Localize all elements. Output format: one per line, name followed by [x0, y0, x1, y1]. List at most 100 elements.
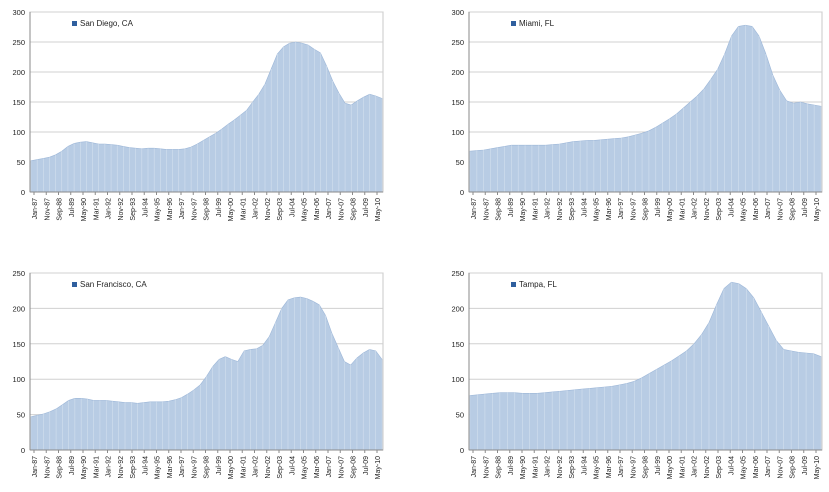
- x-tick-label: Jul-99: [216, 456, 223, 475]
- chart-svg-tampa: 0 50 100 150 200 250 Jan-87 Nov-87 Sep-88 Jul-89 M…: [451, 269, 823, 479]
- x-tick-label: Nov-02: [704, 456, 711, 479]
- x-tick-label: Jan-07: [326, 456, 333, 478]
- x-tick-label: Nov-92: [118, 456, 125, 479]
- y-tick-label: 0: [460, 188, 464, 197]
- x-tick-label: Sep-88: [496, 456, 503, 479]
- x-tick-label: May-95: [594, 456, 601, 479]
- y-tick-label: 0: [21, 188, 25, 197]
- x-tick-label: Jul-89: [508, 456, 515, 475]
- x-tick-label: Jul-94: [142, 456, 149, 475]
- chart-panel-san-francisco: 0 50 100 150 200 250 Jan-87 Nov-87 Sep-88 Jul-89 M…: [0, 256, 400, 492]
- x-tick-label: May-05: [741, 198, 748, 221]
- chart-panel-san-diego: 0 50 100 150 200 250 300 Jan-87 Nov-87 Sep-88 Jul-…: [0, 0, 400, 240]
- x-tick-label: Sep-03: [277, 198, 284, 221]
- legend-key: [511, 282, 516, 287]
- x-tick-label: Sep-88: [496, 198, 503, 221]
- x-tick-label: May-90: [520, 456, 527, 479]
- x-tick-label: Sep-08: [790, 198, 797, 221]
- x-tick-label: Jul-94: [142, 198, 149, 217]
- x-tick-label: Mar-06: [314, 456, 321, 478]
- y-tick-label: 50: [17, 411, 25, 420]
- x-tick-label: Jul-04: [728, 456, 735, 475]
- x-tick-label: Sep-93: [130, 198, 137, 221]
- x-tick-label: Mar-96: [167, 456, 174, 478]
- x-tick-label: Mar-91: [532, 456, 539, 478]
- y-tick-label: 50: [17, 158, 25, 167]
- y-tick-label: 150: [12, 340, 25, 349]
- x-tick-label: May-10: [814, 456, 821, 479]
- x-tick-label: May-10: [814, 198, 821, 221]
- x-tick-label: May-10: [375, 198, 382, 221]
- legend-label: San Francisco, CA: [80, 280, 147, 289]
- x-tick-label: Jan-92: [545, 198, 552, 220]
- x-tick-label: Sep-08: [790, 456, 797, 479]
- y-tick-label: 300: [12, 8, 25, 17]
- x-tick-label: Jan-07: [765, 198, 772, 220]
- chart-svg-san-diego: 0 50 100 150 200 250 300 Jan-87 Nov-87 Sep-88 Jul-…: [12, 8, 384, 221]
- x-tick-label: Jul-99: [216, 198, 223, 217]
- x-tick-label: Mar-01: [240, 198, 247, 220]
- y-tick-label: 100: [12, 375, 25, 384]
- y-tick-label: 0: [460, 446, 464, 455]
- x-tick-label: Jul-04: [289, 456, 296, 475]
- chart-panel-tampa: 0 50 100 150 200 250 Jan-87 Nov-87 Sep-88 Jul-89 M…: [437, 256, 829, 492]
- x-tick-label: Sep-93: [569, 456, 576, 479]
- x-tick-label: Jan-92: [545, 456, 552, 478]
- y-tick-label: 50: [456, 158, 464, 167]
- x-tick-label: Mar-01: [679, 198, 686, 220]
- x-tick-label: Nov-07: [338, 456, 345, 479]
- x-tick-label: Jan-87: [32, 456, 39, 478]
- x-tick-label: Nov-97: [191, 198, 198, 221]
- x-tick-label: Jan-02: [253, 456, 260, 478]
- x-tick-label: Mar-01: [679, 456, 686, 478]
- y-tick-label: 150: [12, 98, 25, 107]
- x-tick-label: Mar-91: [532, 198, 539, 220]
- x-tick-label: May-05: [741, 456, 748, 479]
- legend-key: [72, 21, 77, 26]
- x-tick-label: Jan-97: [179, 456, 186, 478]
- x-tick-label: Sep-03: [716, 198, 723, 221]
- x-tick-label: May-00: [667, 198, 674, 221]
- x-tick-label: Mar-96: [606, 198, 613, 220]
- legend-key: [511, 21, 516, 26]
- x-tick-label: Mar-06: [753, 456, 760, 478]
- x-tick-label: Jan-02: [692, 456, 699, 478]
- x-tick-label: Jan-07: [765, 456, 772, 478]
- x-tick-label: May-10: [375, 456, 382, 479]
- x-tick-label: Jul-09: [802, 456, 809, 475]
- y-tick-label: 250: [451, 38, 464, 47]
- x-tick-label: Mar-01: [240, 456, 247, 478]
- x-tick-label: Nov-87: [483, 456, 490, 479]
- x-tick-label: Jan-97: [179, 198, 186, 220]
- x-tick-label: Sep-93: [569, 198, 576, 221]
- x-tick-label: Jul-89: [69, 198, 76, 217]
- x-tick-label: Nov-07: [338, 198, 345, 221]
- x-tick-label: May-90: [520, 198, 527, 221]
- legend-label: Tampa, FL: [519, 280, 557, 289]
- y-tick-label: 100: [451, 375, 464, 384]
- x-tick-label: Jan-92: [106, 198, 113, 220]
- x-tick-label: Mar-06: [753, 198, 760, 220]
- x-tick-label: Nov-92: [557, 456, 564, 479]
- y-tick-label: 200: [12, 68, 25, 77]
- x-tick-label: Mar-91: [93, 456, 100, 478]
- x-tick-label: Nov-07: [777, 198, 784, 221]
- x-tick-label: Jul-94: [581, 456, 588, 475]
- x-tick-label: May-95: [594, 198, 601, 221]
- x-tick-label: Jan-87: [471, 198, 478, 220]
- x-tick-label: May-90: [81, 456, 88, 479]
- x-tick-label: Nov-87: [483, 198, 490, 221]
- y-tick-label: 200: [451, 304, 464, 313]
- x-tick-label: Nov-97: [630, 456, 637, 479]
- x-tick-label: Jul-09: [802, 198, 809, 217]
- x-tick-label: Jul-89: [508, 198, 515, 217]
- x-tick-label: Jul-04: [728, 198, 735, 217]
- x-tick-label: Nov-87: [44, 198, 51, 221]
- y-tick-label: 50: [456, 411, 464, 420]
- x-tick-label: Jan-87: [32, 198, 39, 220]
- x-tick-label: Mar-06: [314, 198, 321, 220]
- y-tick-label: 250: [12, 38, 25, 47]
- x-tick-label: May-00: [228, 198, 235, 221]
- x-tick-label: Jul-09: [363, 456, 370, 475]
- x-tick-label: May-05: [302, 198, 309, 221]
